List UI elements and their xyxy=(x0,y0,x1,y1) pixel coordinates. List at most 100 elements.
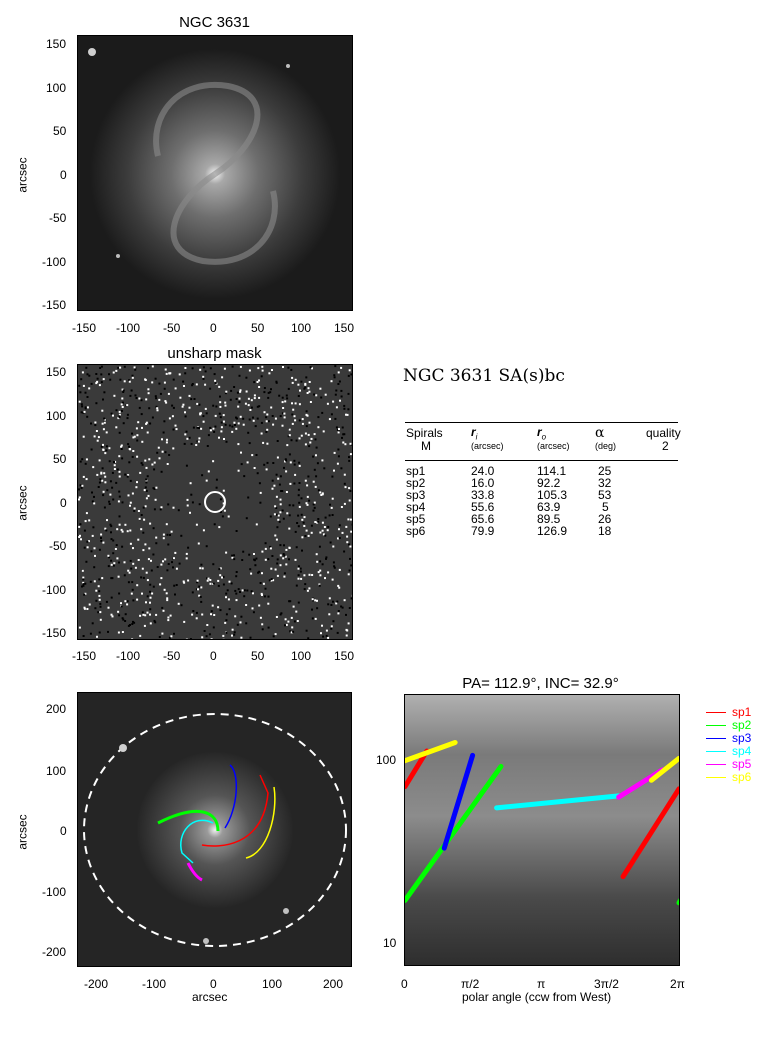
arm-sp2 xyxy=(157,809,220,832)
series-sp6 xyxy=(648,755,679,783)
panel1-xtick: -150 xyxy=(72,321,97,335)
panel1-ytick: -100 xyxy=(42,255,67,269)
unsharp-mask-svg xyxy=(78,365,352,639)
panel1-ytick: 0 xyxy=(60,168,67,182)
panel3-xtick: -100 xyxy=(142,977,167,991)
col-m: M xyxy=(421,439,431,453)
col-ro-sub: o xyxy=(541,432,547,442)
panel1-ytick: 150 xyxy=(46,37,67,51)
panel1-xtick: 100 xyxy=(291,321,312,335)
panel3-ytick: 100 xyxy=(46,764,67,778)
cell-ro: 63.9 xyxy=(537,500,561,514)
table-row: sp1 24.0 114.1 25 xyxy=(405,464,678,478)
panel2-xtick: -150 xyxy=(72,649,97,663)
panel1-xtick: 150 xyxy=(334,321,355,335)
chart-xtick: 3π/2 xyxy=(594,977,619,991)
cell-alpha: 32 xyxy=(598,476,612,490)
legend-label: sp1 xyxy=(732,705,752,719)
panel1-xtick: 50 xyxy=(251,321,265,335)
panel3-ytick: -100 xyxy=(42,885,67,899)
panel2-ytick: 100 xyxy=(46,409,67,423)
table-rule-mid xyxy=(405,460,678,461)
cell-alpha: 53 xyxy=(598,488,612,502)
panel1-ytick: -150 xyxy=(42,298,67,312)
panel2-ytick: 50 xyxy=(53,452,67,466)
cell-ro: 89.5 xyxy=(537,512,561,526)
chart-xlabel: polar angle (ccw from West) xyxy=(462,990,612,1004)
panel1-ytick: 50 xyxy=(53,124,67,138)
legend-sp5: sp5 xyxy=(706,757,779,771)
cell-ri: 55.6 xyxy=(471,500,495,514)
legend-sp3: sp3 xyxy=(706,731,779,745)
info-title: NGC 3631 SA(s)bc xyxy=(403,366,565,386)
table-row: sp2 16.0 92.2 32 xyxy=(405,476,678,490)
cell-name: sp5 xyxy=(406,512,426,526)
panel2-xtick: 50 xyxy=(251,649,265,663)
arm-sp6 xyxy=(245,786,276,859)
chart-xtick: 2π xyxy=(670,977,685,991)
legend-swatch xyxy=(706,764,726,765)
col-ri-sub: i xyxy=(475,432,478,442)
col-ri-label: r xyxy=(471,425,476,439)
panel3-xtick: -200 xyxy=(84,977,109,991)
legend-sp4: sp4 xyxy=(706,744,779,758)
panel1-title: NGC 3631 xyxy=(179,14,250,31)
panel3-xtick: 200 xyxy=(323,977,344,991)
cell-ro: 105.3 xyxy=(537,488,568,502)
col-ro-unit: (arcsec) xyxy=(537,441,570,451)
col-quality-value: 2 xyxy=(662,439,669,453)
panel2-ylabel: arcsec xyxy=(15,485,30,521)
legend-sp2: sp2 xyxy=(706,718,779,732)
arm-sp3 xyxy=(224,764,238,829)
arm-sp4 xyxy=(180,819,214,864)
panel2-ytick: -100 xyxy=(42,583,67,597)
cell-ri: 79.9 xyxy=(471,524,495,538)
cell-alpha: 5 xyxy=(602,500,609,514)
panel2-ytick: -50 xyxy=(49,539,67,553)
cell-ro: 92.2 xyxy=(537,476,561,490)
panel2-xtick: 0 xyxy=(210,649,217,663)
legend-swatch xyxy=(706,712,726,713)
panel1-xtick: -100 xyxy=(116,321,141,335)
panel2-title: unsharp mask xyxy=(167,345,262,362)
cell-alpha: 26 xyxy=(598,512,612,526)
legend-label: sp5 xyxy=(732,757,752,771)
chart-xtick: π xyxy=(537,977,546,991)
polar-plot-svg xyxy=(405,695,679,965)
panel1-xtick: -50 xyxy=(163,321,181,335)
chart-ytick: 10 xyxy=(383,936,397,950)
panel2-xtick: 100 xyxy=(291,649,312,663)
cell-name: sp4 xyxy=(406,500,426,514)
legend-label: sp6 xyxy=(732,770,752,784)
table-row: sp4 55.6 63.9 5 xyxy=(405,500,678,514)
series-sp6 xyxy=(405,739,458,764)
legend-swatch xyxy=(706,777,726,778)
chart-xtick: π/2 xyxy=(461,977,480,991)
cell-ro: 114.1 xyxy=(537,464,567,478)
series-sp3 xyxy=(441,752,476,851)
galaxy-image xyxy=(77,35,353,311)
col-alpha: α xyxy=(595,425,605,441)
series-sp1 xyxy=(405,748,430,790)
chart-title: PA= 112.9°, INC= 32.9° xyxy=(462,675,619,692)
panel1-xtick: 0 xyxy=(210,321,217,335)
legend-swatch xyxy=(706,751,726,752)
legend-swatch xyxy=(706,738,726,739)
table-row: sp6 79.9 126.9 18 xyxy=(405,524,678,538)
panel3-xlabel: arcsec xyxy=(192,990,228,1004)
table-rule-top xyxy=(405,422,678,423)
col-spirals: Spirals xyxy=(406,426,443,440)
legend-sp1: sp1 xyxy=(706,705,779,719)
panel3-ytick: 0 xyxy=(60,824,67,838)
table-row: sp5 65.6 89.5 26 xyxy=(405,512,678,526)
cell-name: sp6 xyxy=(406,524,426,538)
panel2-xtick: 150 xyxy=(334,649,355,663)
col-ri-unit: (arcsec) xyxy=(471,441,504,451)
cell-alpha: 25 xyxy=(598,464,612,478)
panel1-ytick: 100 xyxy=(46,81,67,95)
chart-xtick: 0 xyxy=(401,977,408,991)
cell-name: sp2 xyxy=(406,476,426,490)
cell-ri: 16.0 xyxy=(471,476,495,490)
col-alpha-unit: (deg) xyxy=(595,441,617,451)
arm-sp5 xyxy=(186,862,203,882)
